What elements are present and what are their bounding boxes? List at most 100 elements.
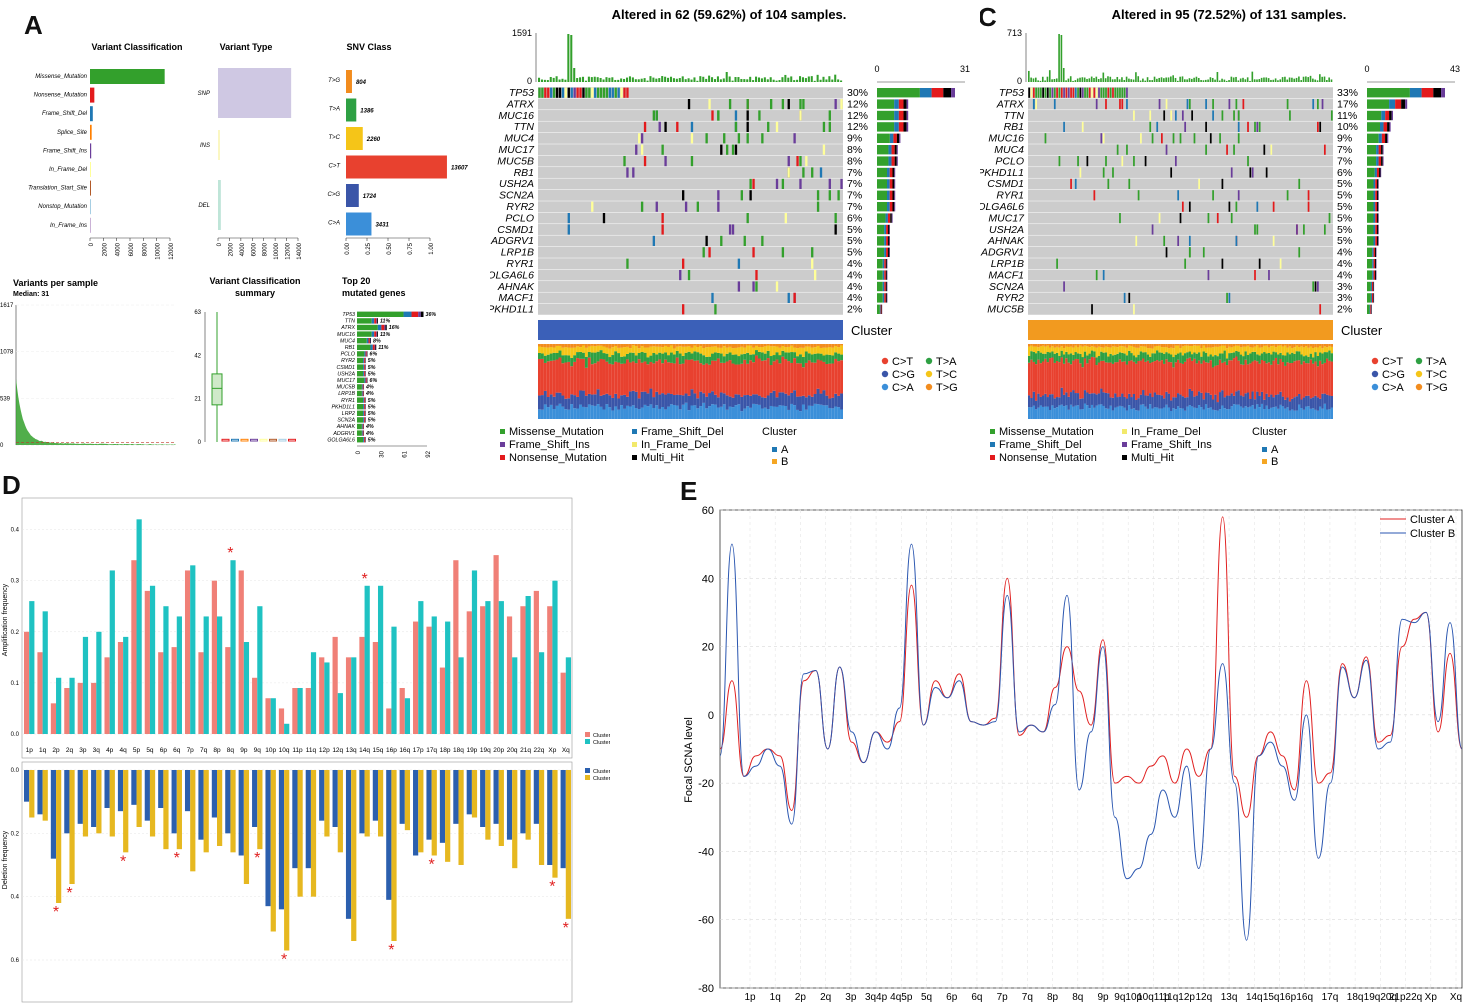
gene-bar <box>1378 236 1379 246</box>
titv-bar <box>552 408 556 419</box>
del-star: * <box>120 853 126 870</box>
titv-bar <box>1088 344 1091 348</box>
amp-bar-a <box>493 555 499 734</box>
tmb-bar <box>614 79 617 82</box>
titv-bar <box>1265 344 1268 346</box>
tmb-bar <box>623 78 626 82</box>
mutation-cell <box>1205 144 1207 155</box>
mutation-cell <box>661 144 664 155</box>
titv-bar <box>772 406 776 419</box>
titv-bar <box>807 344 811 347</box>
titv-bar <box>649 344 653 347</box>
titv-bar <box>1309 398 1313 409</box>
titv-bar <box>593 405 597 419</box>
titv-bar <box>1284 344 1287 346</box>
titv-bar <box>1267 344 1271 348</box>
mutation-cell <box>552 87 556 98</box>
titv-bar <box>1111 397 1115 411</box>
titv-bar <box>675 344 679 347</box>
amp-bar-a <box>91 682 97 734</box>
titv-bar <box>617 344 621 348</box>
titv-bar <box>837 353 841 362</box>
titv-bar <box>655 405 659 419</box>
mutation-cell <box>1165 144 1168 155</box>
tmb-bar <box>787 77 790 82</box>
titv-bar <box>1305 344 1308 347</box>
tmb-bar <box>634 79 637 82</box>
tmb-bar <box>1097 78 1100 82</box>
titv-bar <box>1137 347 1140 355</box>
titv-bar <box>587 404 591 419</box>
titv-bar <box>1149 356 1152 364</box>
titv-bar <box>678 409 682 419</box>
titv-bar <box>1328 395 1331 410</box>
titv-bar <box>1095 394 1098 406</box>
mutation-cell <box>567 213 570 224</box>
titv-bar <box>1216 402 1219 411</box>
mutation-legend-marker <box>500 429 505 434</box>
mutation-cell <box>1058 87 1061 98</box>
gene-bar <box>1376 145 1379 155</box>
titv-bar <box>1086 346 1089 356</box>
mutation-cell <box>1100 133 1103 144</box>
titv-bar <box>1186 406 1189 419</box>
titv-bar <box>1048 409 1052 419</box>
titv-bar <box>1258 407 1261 419</box>
mutation-cell <box>1161 133 1163 144</box>
titv-bar <box>784 347 788 353</box>
titv-bar <box>540 395 544 410</box>
titv-bar <box>1309 359 1313 399</box>
mutation-cell <box>538 87 541 98</box>
tmb-bar <box>1130 79 1133 82</box>
titv-bar <box>1323 346 1327 353</box>
mutation-cell <box>1063 121 1065 132</box>
titv-bar <box>652 397 656 408</box>
mutation-cell <box>605 87 609 98</box>
titv-bar <box>696 347 700 353</box>
titv-bar <box>658 394 662 409</box>
titv-bar <box>1300 354 1303 365</box>
titv-bar <box>1125 398 1129 411</box>
top20-pct: 8% <box>373 338 381 344</box>
gene-bar <box>888 247 890 257</box>
tmb-bar <box>801 77 804 82</box>
titv-bar <box>1081 346 1084 358</box>
del-bar-a <box>480 770 486 827</box>
gene-bar <box>1377 179 1379 189</box>
titv-bar <box>640 362 644 392</box>
titv-bar <box>1128 344 1131 346</box>
gene-bar <box>889 179 893 189</box>
titv-bar <box>1130 360 1133 398</box>
amp-x-label: 1p <box>26 747 34 754</box>
titv-bar <box>561 363 565 396</box>
top20-bar <box>364 410 366 416</box>
titv-bar <box>772 390 776 407</box>
titv-bar <box>1151 397 1154 409</box>
snv-bar <box>346 212 372 236</box>
titv-bar <box>1128 405 1131 419</box>
gene-bar <box>885 270 887 280</box>
top20-bar <box>364 357 366 364</box>
vt-label: DEL <box>198 203 210 209</box>
mutation-cell <box>816 190 820 201</box>
titv-bar <box>781 350 785 357</box>
titv-bar <box>1200 356 1203 364</box>
mutation-cell <box>720 235 723 246</box>
titv-bar <box>757 358 761 396</box>
median-label: Median: 31 <box>13 291 49 298</box>
titv-bar <box>766 350 770 359</box>
gene-bar <box>877 281 883 292</box>
titv-bar <box>1179 344 1182 348</box>
mutation-cell <box>1179 213 1182 224</box>
titv-bar <box>1279 391 1282 405</box>
amp-bar-b <box>525 596 531 734</box>
mutation-cell <box>652 110 656 121</box>
vc-label: Translation_Start_Site <box>28 186 88 192</box>
snv-tick-label: 0.00 <box>345 242 351 254</box>
titv-bar <box>1272 360 1275 398</box>
titv-bar <box>834 352 838 359</box>
mutation-cell <box>623 87 626 98</box>
amp-bar-a <box>439 667 446 734</box>
top-tick-max: 713 <box>1007 28 1022 38</box>
tmb-bar <box>590 77 593 82</box>
